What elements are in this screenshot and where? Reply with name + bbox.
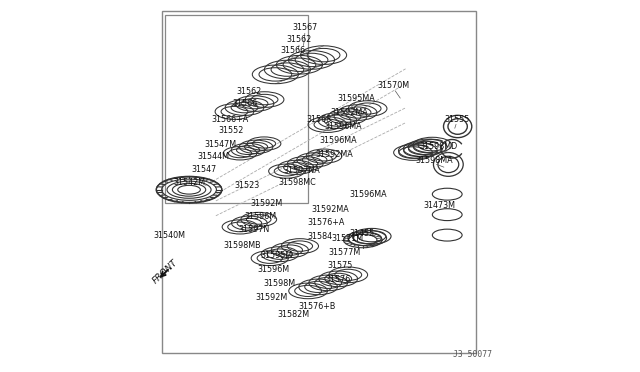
Text: FRONT: FRONT (151, 258, 180, 285)
Text: 31566: 31566 (232, 99, 257, 108)
Text: 31592MA: 31592MA (316, 150, 353, 159)
Text: 31576+A: 31576+A (307, 218, 344, 227)
Text: 31584: 31584 (307, 232, 333, 241)
Text: 31598MD: 31598MD (419, 142, 458, 151)
Text: 31473M: 31473M (423, 201, 455, 210)
Text: 31575: 31575 (327, 262, 353, 270)
Text: J3 50077: J3 50077 (453, 350, 492, 359)
Text: 31547M: 31547M (204, 140, 236, 149)
Text: 31544M: 31544M (197, 153, 229, 161)
Text: 31562: 31562 (237, 87, 262, 96)
Text: 31596MA: 31596MA (324, 122, 362, 131)
Text: 31571M: 31571M (332, 234, 364, 243)
Text: 31592MA: 31592MA (330, 108, 368, 117)
Text: 31566+A: 31566+A (211, 115, 248, 124)
Text: 31597NA: 31597NA (283, 166, 320, 174)
Text: 31570M: 31570M (378, 81, 410, 90)
Text: 31582M: 31582M (277, 310, 309, 319)
Bar (165, 15, 308, 203)
Text: 31592MA: 31592MA (312, 205, 349, 214)
Text: 31592M: 31592M (255, 293, 288, 302)
Text: 31455: 31455 (349, 229, 374, 238)
Text: 31598MB: 31598MB (223, 241, 260, 250)
Text: 31552: 31552 (218, 126, 243, 135)
Text: 31577M: 31577M (328, 248, 361, 257)
Text: 31596MA: 31596MA (349, 190, 387, 199)
Text: 31547: 31547 (191, 165, 216, 174)
Text: 31523: 31523 (235, 181, 260, 190)
Text: 31567: 31567 (292, 23, 317, 32)
Bar (162, 11, 476, 353)
Text: 31576: 31576 (325, 275, 351, 284)
Text: 31595M: 31595M (260, 251, 292, 260)
Text: 31592M: 31592M (250, 199, 282, 208)
Text: 31595MA: 31595MA (337, 94, 375, 103)
Text: 31542M: 31542M (173, 178, 205, 187)
Text: 31562: 31562 (287, 35, 312, 44)
Text: 31598MA: 31598MA (415, 156, 452, 165)
Text: 31597N: 31597N (239, 225, 270, 234)
Text: 31596M: 31596M (244, 212, 276, 221)
Text: 31555: 31555 (444, 115, 470, 124)
Text: 31598M: 31598M (263, 279, 295, 288)
Text: 31598MC: 31598MC (278, 178, 316, 187)
Text: 31566: 31566 (281, 46, 306, 55)
Text: 31568: 31568 (307, 115, 332, 124)
Text: 31596M: 31596M (257, 265, 289, 274)
Text: 31596MA: 31596MA (320, 136, 357, 145)
Text: 31540M: 31540M (154, 231, 186, 240)
Text: 31576+B: 31576+B (298, 302, 336, 311)
